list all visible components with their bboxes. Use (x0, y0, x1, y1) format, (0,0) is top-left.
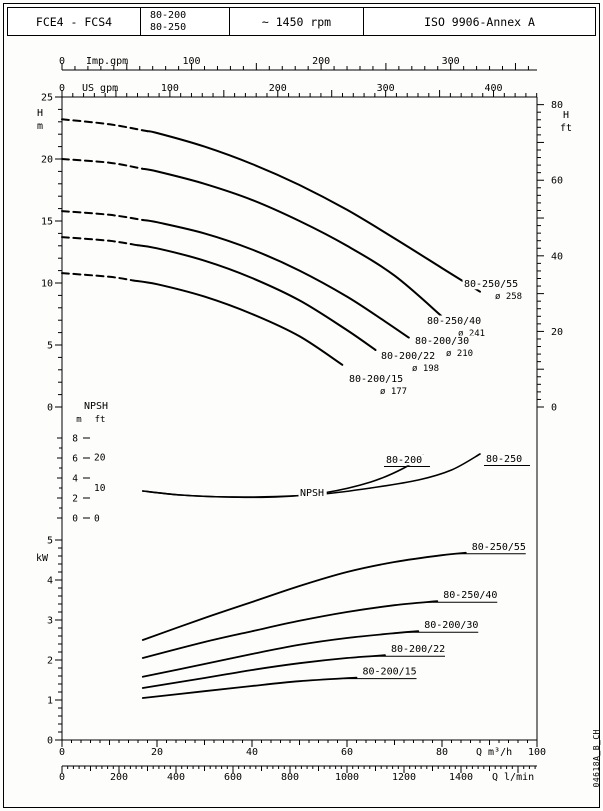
svg-text:3: 3 (47, 616, 53, 627)
svg-text:300: 300 (377, 83, 395, 94)
svg-text:ft: ft (560, 123, 572, 134)
svg-text:NPSH: NPSH (84, 401, 108, 412)
svg-text:2: 2 (72, 494, 78, 505)
svg-text:0: 0 (59, 83, 65, 94)
svg-text:m: m (76, 415, 81, 425)
svg-text:20: 20 (551, 327, 563, 338)
svg-text:1: 1 (47, 696, 53, 707)
svg-text:6: 6 (72, 454, 78, 465)
svg-text:600: 600 (224, 772, 242, 783)
svg-text:80-200/30: 80-200/30 (424, 620, 478, 631)
svg-text:80-200/22: 80-200/22 (391, 644, 445, 655)
svg-text:ø 198: ø 198 (412, 364, 439, 374)
svg-text:25: 25 (41, 93, 53, 104)
svg-text:60: 60 (551, 176, 563, 187)
svg-text:40: 40 (246, 747, 258, 758)
svg-text:80-250/40: 80-250/40 (427, 316, 481, 327)
svg-text:4: 4 (47, 576, 53, 587)
svg-text:1400: 1400 (449, 772, 473, 783)
svg-text:5: 5 (47, 536, 53, 547)
svg-text:15: 15 (41, 217, 53, 228)
svg-text:2: 2 (47, 656, 53, 667)
svg-text:1000: 1000 (335, 772, 359, 783)
svg-text:80-200/15: 80-200/15 (363, 667, 417, 678)
test-standard-label: ISO 9906-Annex A (424, 14, 535, 29)
svg-text:60: 60 (341, 747, 353, 758)
svg-text:0: 0 (94, 514, 100, 525)
power-chart: 80-250/55 80-250/40 80-200/30 80-200/22 80-2… (141, 541, 530, 699)
svg-text:80-250/55: 80-250/55 (464, 279, 518, 290)
svg-text:0: 0 (47, 736, 53, 747)
svg-text:40: 40 (551, 251, 563, 262)
svg-text:80: 80 (551, 100, 563, 111)
svg-text:1200: 1200 (392, 772, 416, 783)
svg-text:20: 20 (94, 453, 106, 464)
svg-text:400: 400 (484, 83, 502, 94)
svg-text:ft: ft (95, 415, 106, 425)
svg-text:0: 0 (72, 514, 78, 525)
svg-text:200: 200 (312, 56, 330, 67)
svg-text:800: 800 (281, 772, 299, 783)
svg-text:80-200/22: 80-200/22 (381, 351, 435, 362)
svg-text:300: 300 (442, 56, 460, 67)
svg-text:8: 8 (72, 434, 78, 445)
pump-type-label: FCE4 - FCS4 (35, 14, 113, 29)
svg-text:10: 10 (94, 483, 106, 494)
pump-model-1: 80-200 (150, 9, 187, 21)
svg-text:200: 200 (269, 83, 287, 94)
svg-text:0: 0 (47, 403, 53, 414)
svg-text:400: 400 (167, 772, 185, 783)
svg-text:Q l/min: Q l/min (492, 772, 534, 783)
svg-text:0: 0 (59, 772, 65, 783)
svg-text:ø 241: ø 241 (458, 329, 485, 339)
svg-text:5: 5 (47, 341, 53, 352)
svg-text:0: 0 (551, 403, 557, 414)
svg-text:4: 4 (72, 474, 78, 485)
svg-text:H: H (37, 108, 43, 119)
svg-text:Q m³/h: Q m³/h (476, 747, 512, 758)
svg-text:0: 0 (59, 56, 65, 67)
svg-text:m: m (37, 121, 43, 132)
svg-text:200: 200 (110, 772, 128, 783)
header-cell-models: 80-200 80-250 (141, 8, 230, 35)
npsh-chart: 80-200 80-250 NPSH (142, 453, 530, 499)
svg-text:H: H (563, 110, 569, 121)
svg-text:US gpm: US gpm (82, 83, 118, 94)
svg-text:ø 210: ø 210 (446, 349, 473, 359)
svg-text:80-250/40: 80-250/40 (443, 590, 497, 601)
pump-model-2: 80-250 (150, 21, 187, 33)
svg-text:100: 100 (161, 83, 179, 94)
svg-text:80-200/30: 80-200/30 (415, 336, 469, 347)
svg-text:100: 100 (183, 56, 201, 67)
svg-text:Imp.gpm: Imp.gpm (86, 56, 128, 67)
header-cell-standard: ISO 9906-Annex A (364, 8, 595, 35)
svg-text:80-250: 80-250 (486, 454, 522, 465)
svg-text:ø 177: ø 177 (380, 387, 407, 397)
svg-text:80-250/55: 80-250/55 (472, 542, 526, 553)
svg-text:20: 20 (41, 155, 53, 166)
pump-speed-label: ~ 1450 rpm (261, 14, 332, 29)
svg-text:0: 0 (59, 747, 65, 758)
svg-text:10: 10 (41, 279, 53, 290)
doc-code: 04618A_B_CH (592, 728, 601, 787)
svg-text:80: 80 (436, 747, 448, 758)
svg-text:20: 20 (151, 747, 163, 758)
svg-text:80-200/15: 80-200/15 (349, 374, 403, 385)
header-bar: FCE4 - FCS4 80-200 80-250 ~ 1450 rpm ISO… (7, 7, 596, 36)
svg-text:100: 100 (528, 747, 546, 758)
svg-text:ø 258: ø 258 (495, 292, 522, 302)
header-cell-type: FCE4 - FCS4 (8, 8, 141, 35)
svg-text:80-200: 80-200 (386, 455, 422, 466)
header-cell-speed: ~ 1450 rpm (230, 8, 364, 35)
svg-text:NPSH: NPSH (300, 488, 324, 499)
svg-text:kW: kW (36, 553, 49, 564)
